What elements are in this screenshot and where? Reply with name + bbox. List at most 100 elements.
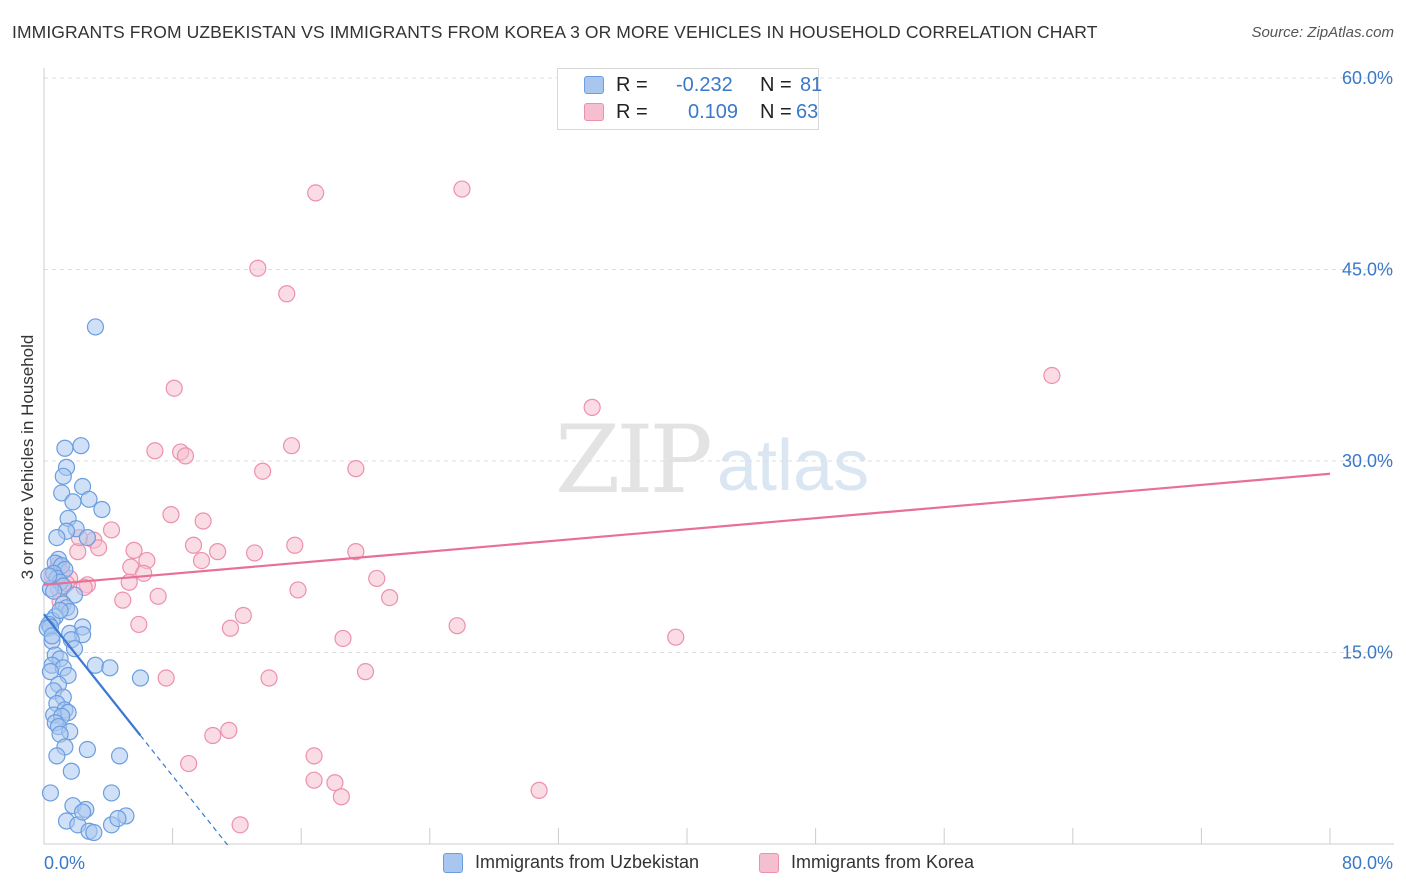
legend-r-label: R =	[616, 101, 648, 123]
korea-point	[305, 747, 323, 765]
uzbekistan-point	[109, 809, 127, 828]
korea-point	[667, 628, 685, 646]
korea-point	[249, 259, 267, 277]
legend-n-value: 63	[796, 101, 819, 123]
uzbekistan-point	[54, 467, 72, 485]
korea-point	[184, 536, 203, 554]
x-tick-label: 80.0%	[1342, 853, 1393, 873]
legend-n-label: N =	[760, 74, 792, 96]
korea-point	[530, 781, 548, 799]
uzbekistan-point	[101, 659, 119, 677]
uzbekistan-point	[102, 784, 121, 802]
korea-point	[334, 629, 352, 648]
uzbekistan-point	[41, 784, 60, 802]
korea-point	[282, 437, 301, 455]
korea-point	[326, 774, 344, 792]
korea-point	[286, 536, 304, 554]
korea-point	[260, 669, 278, 687]
y-tick-label: 45.0%	[1342, 260, 1393, 280]
uzbekistan-trend-line	[43, 613, 142, 737]
bottom-legend-swatch-korea	[759, 853, 779, 873]
korea-point	[305, 771, 323, 789]
legend-n-value: 81	[800, 74, 823, 96]
uzbekistan-point	[56, 439, 74, 457]
bottom-legend-label-uzbekistan: Immigrants from Uzbekistan	[475, 852, 700, 872]
uzbekistan-trend-extension	[139, 735, 230, 848]
korea-point	[448, 617, 466, 635]
korea-point	[368, 569, 386, 588]
y-tick-label: 15.0%	[1342, 643, 1393, 663]
uzbekistan-point	[41, 663, 60, 681]
legend-r-label: R =	[616, 74, 648, 96]
uzbekistan-point	[64, 493, 82, 511]
uzbekistan-point	[78, 740, 97, 759]
y-tick-label: 30.0%	[1342, 451, 1393, 471]
korea-trend-line	[43, 472, 1331, 586]
uzbekistan-point	[78, 528, 97, 547]
bottom-legend-label-korea: Immigrants from Korea	[791, 852, 975, 872]
korea-point	[102, 521, 121, 539]
uzbekistan-point	[48, 528, 66, 547]
uzbekistan-point	[65, 640, 84, 658]
uzbekistan-point	[86, 318, 105, 336]
uzbekistan-point	[48, 747, 66, 765]
uzbekistan-point	[110, 747, 129, 765]
korea-point	[165, 379, 183, 397]
korea-point	[209, 543, 227, 561]
korea-point	[180, 754, 198, 773]
watermark-atlas: atlas	[717, 426, 869, 506]
legend-swatch-korea	[584, 103, 604, 121]
korea-point	[254, 462, 272, 480]
korea-point	[332, 788, 350, 806]
uzbekistan-point	[85, 823, 103, 842]
x-tick-label: 0.0%	[44, 853, 85, 873]
korea-point	[146, 442, 164, 460]
korea-point	[1043, 366, 1061, 385]
korea-point	[194, 512, 212, 530]
korea-point	[234, 606, 252, 625]
korea-point	[149, 587, 167, 605]
chart-title: IMMIGRANTS FROM UZBEKISTAN VS IMMIGRANTS…	[12, 22, 1098, 42]
korea-point	[130, 615, 148, 634]
korea-point	[125, 541, 143, 559]
uzbekistan-point	[62, 762, 80, 780]
legend-r-value: -0.232	[676, 74, 733, 96]
korea-point	[245, 544, 264, 562]
uzbekistan-point	[72, 437, 90, 455]
korea-point	[289, 581, 307, 599]
legend-r-value: 0.109	[688, 101, 739, 123]
uzbekistan-point	[93, 500, 111, 519]
korea-point	[90, 539, 108, 557]
uzbekistan-point	[131, 669, 150, 687]
korea-point	[157, 669, 175, 687]
korea-point	[381, 589, 399, 607]
uzbekistan-point	[40, 567, 58, 585]
korea-point	[453, 180, 471, 198]
korea-point	[204, 726, 222, 745]
korea-point	[278, 285, 296, 303]
uzbekistan-point	[53, 484, 71, 502]
y-tick-label: 60.0%	[1342, 68, 1393, 88]
korea-point	[583, 398, 601, 416]
korea-point	[114, 591, 132, 609]
korea-point	[220, 721, 238, 739]
uzbekistan-point	[65, 586, 84, 604]
legend-n-label: N =	[760, 101, 792, 123]
korea-point	[231, 816, 249, 834]
uzbekistan-point	[80, 490, 98, 508]
korea-point	[347, 460, 365, 478]
legend-swatch-uzbekistan	[584, 76, 604, 94]
korea-point	[176, 447, 195, 465]
korea-point	[221, 619, 240, 637]
korea-point	[162, 506, 180, 524]
korea-point	[356, 663, 375, 681]
uzbekistan-point	[51, 601, 69, 619]
uzbekistan-point	[73, 803, 92, 821]
correlation-legend: R = -0.232 N = 81 R = 0.109 N = 63	[557, 68, 823, 130]
korea-point	[192, 551, 211, 570]
y-axis-title: 3 or more Vehicles in Household	[18, 334, 37, 580]
bottom-legend-swatch-uzbekistan	[443, 853, 463, 873]
chart-source: Source: ZipAtlas.com	[1251, 24, 1394, 41]
korea-point	[307, 184, 325, 202]
